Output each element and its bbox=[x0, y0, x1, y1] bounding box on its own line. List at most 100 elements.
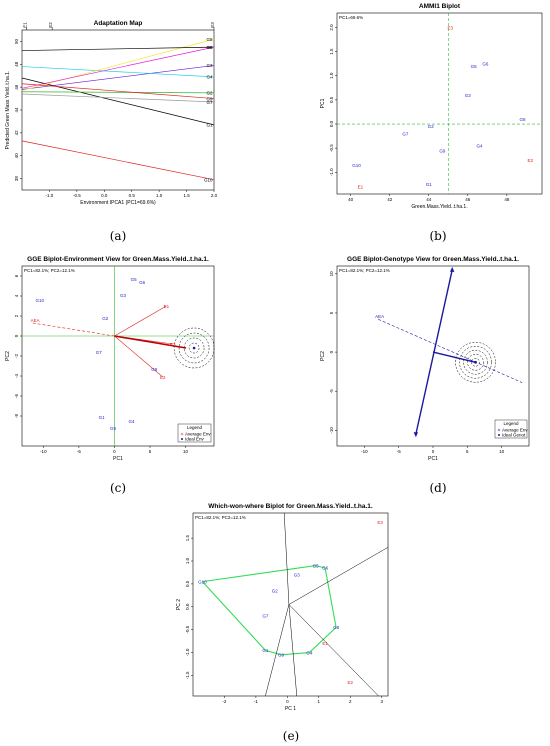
chart-b-point-g6: G6 bbox=[482, 61, 489, 66]
chart-a-y-tick-label: 48 bbox=[14, 61, 19, 67]
chart-a-line-g1 bbox=[21, 77, 215, 126]
chart-e-sector-ray bbox=[288, 604, 298, 697]
chart-e-point-e2: E2 bbox=[348, 680, 354, 685]
chart-b-y-tick-label: 1.0 bbox=[329, 72, 334, 79]
chart-c-concentric-circle bbox=[178, 332, 210, 364]
chart-a-y-tick-label: 46 bbox=[14, 84, 19, 90]
chart-c-subtitle: PC1=82.1%; PC2=12.1% bbox=[24, 268, 75, 273]
chart-c-ideal-point bbox=[192, 346, 196, 350]
chart-c-concentric-circle bbox=[188, 342, 200, 354]
chart-c-y-tick-label: 0 bbox=[14, 334, 19, 337]
chart-c-title: GGE Biplot-Environment View for Green.Ma… bbox=[27, 256, 209, 263]
chart-c-point-g4: G4 bbox=[129, 419, 136, 424]
chart-b-x-tick-label: 44 bbox=[426, 197, 432, 202]
chart-c-x-tick-label: -5 bbox=[77, 449, 81, 454]
chart-a-x-tick-label: 0.0 bbox=[101, 193, 108, 198]
chart-e-title: Which-won-where Biplot for Green.Mass.Yi… bbox=[208, 503, 373, 510]
chart-c-point-g2: G2 bbox=[102, 316, 109, 321]
chart-d-title: GGE Biplot-Genotype View for Green.Mass.… bbox=[347, 256, 519, 263]
chart-c-legend-ideal: Ideal Env bbox=[185, 437, 205, 442]
chart-e: Which-won-where Biplot for Green.Mass.Yi… bbox=[176, 503, 389, 712]
chart-e-y-tick-label: 0.5 bbox=[185, 580, 190, 587]
chart-c-y-tick-label: -8 bbox=[14, 414, 19, 418]
chart-c-point-g10: G10 bbox=[36, 298, 45, 303]
chart-b-point-g8: G8 bbox=[519, 117, 526, 122]
chart-e-point-g10: G10 bbox=[198, 579, 207, 584]
chart-c-aea-line bbox=[32, 322, 115, 337]
chart-d-x-tick-label: -10 bbox=[361, 449, 368, 454]
chart-a-label-g4: G4 bbox=[206, 75, 213, 80]
chart-a-title: Adaptation Map bbox=[94, 20, 143, 27]
chart-d-concentric-circle bbox=[467, 354, 484, 371]
chart-a-label-g6: G6 bbox=[206, 45, 213, 50]
chart-d: GGE Biplot-Genotype View for Green.Mass.… bbox=[320, 256, 530, 462]
chart-a-label-g10: G10 bbox=[204, 178, 213, 183]
chart-b-y-tick-label: 0.0 bbox=[329, 120, 334, 127]
chart-d-x-tick-label: 10 bbox=[499, 449, 505, 454]
chart-a-x-tick-label: 0.5 bbox=[129, 193, 136, 198]
chart-e-point-g8: G8 bbox=[333, 625, 340, 630]
chart-a-label-g5: G5 bbox=[206, 37, 213, 42]
chart-a-x-tick-label: 2.0 bbox=[211, 193, 218, 198]
chart-a-line-g7 bbox=[21, 93, 215, 103]
caption-b: (b) bbox=[429, 229, 446, 243]
chart-a-env-label-e2: E2 bbox=[48, 22, 53, 28]
chart-c-point-g8: G8 bbox=[151, 367, 158, 372]
chart-e-point-e3: E3 bbox=[377, 520, 383, 525]
chart-d-x-tick-label: 0 bbox=[432, 449, 435, 454]
chart-e-plot-frame bbox=[192, 512, 389, 697]
chart-d-legend-ideal-symbol bbox=[498, 434, 500, 436]
chart-b-y-tick-label: 2.0 bbox=[329, 24, 334, 31]
chart-a-y-tick-label: 50 bbox=[14, 38, 19, 44]
chart-c-y-tick-label: -4 bbox=[14, 374, 19, 378]
chart-d-average-arrow bbox=[432, 351, 476, 363]
chart-d-x-axis-label: PC1 bbox=[428, 456, 438, 462]
chart-e-x-tick-label: -1 bbox=[254, 699, 258, 704]
chart-c-legend-avg-symbol bbox=[180, 432, 184, 436]
chart-e-y-tick-label: 1.0 bbox=[185, 557, 190, 564]
chart-d-y-axis-label: PC2 bbox=[320, 351, 326, 361]
chart-a-line-g8 bbox=[21, 46, 215, 89]
chart-b-subtitle: PC1=69.6% bbox=[339, 15, 363, 20]
chart-e-point-e1: E1 bbox=[322, 641, 328, 646]
chart-c-plot-frame bbox=[21, 265, 215, 447]
chart-b-x-tick-label: 48 bbox=[504, 197, 510, 202]
chart-b-point-g7: G7 bbox=[402, 131, 409, 136]
chart-c-y-tick-label: 6 bbox=[14, 274, 19, 277]
chart-e-y-tick-label: -1.0 bbox=[185, 648, 190, 656]
chart-a-label-g2: G2 bbox=[206, 91, 213, 96]
chart-a-label-g7: G7 bbox=[206, 100, 213, 105]
chart-e-point-g5: G5 bbox=[313, 563, 320, 568]
chart-a-y-tick-label: 42 bbox=[14, 130, 19, 136]
chart-b-point-e3: E3 bbox=[447, 25, 453, 30]
chart-a-line-g6 bbox=[21, 46, 215, 51]
chart-c-point-g3: G3 bbox=[120, 293, 127, 298]
chart-c-x-tick-label: -10 bbox=[40, 449, 47, 454]
chart-c-legend-avg: Average Env bbox=[185, 432, 211, 437]
chart-c-legend-ideal-symbol bbox=[181, 438, 183, 440]
chart-c-point-g6: G6 bbox=[139, 280, 146, 285]
chart-a-label-g8: G8 bbox=[206, 45, 213, 50]
chart-c-y-axis-label: PC2 bbox=[5, 351, 11, 361]
chart-c-y-tick-label: 4 bbox=[14, 294, 19, 297]
chart-a-env-label-e1: E1 bbox=[22, 22, 27, 28]
chart-c: GGE Biplot-Environment View for Green.Ma… bbox=[5, 256, 215, 462]
chart-d-subtitle: PC1=82.1%; PC2=12.1% bbox=[339, 268, 390, 273]
chart-a-x-tick-label: -0.5 bbox=[73, 193, 81, 198]
chart-c-legend-box bbox=[177, 423, 212, 443]
chart-e-y-tick-label: -0.5 bbox=[185, 625, 190, 633]
chart-d-arrow-up-icon bbox=[450, 266, 455, 272]
chart-d-legend-avg: Average Env bbox=[502, 428, 528, 433]
chart-d-concentric-circle bbox=[471, 358, 480, 367]
chart-b-y-tick-label: 0.5 bbox=[329, 96, 334, 103]
chart-c-y-tick-label: -6 bbox=[14, 394, 19, 398]
chart-e-point-g9: G9 bbox=[278, 653, 285, 658]
chart-b-point-g4: G4 bbox=[477, 144, 484, 149]
chart-a-label-g3: G3 bbox=[206, 63, 213, 68]
chart-e-y-tick-label: 1.5 bbox=[185, 535, 190, 542]
chart-b-point-e2: E2 bbox=[528, 158, 534, 163]
chart-b-x-tick-label: 40 bbox=[348, 197, 354, 202]
